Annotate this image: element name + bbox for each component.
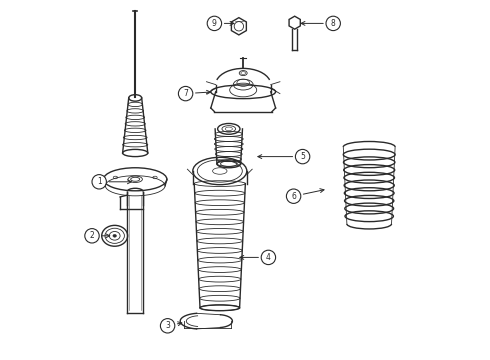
Circle shape [207, 16, 221, 31]
Text: 9: 9 [212, 19, 217, 28]
Text: 5: 5 [300, 152, 305, 161]
Circle shape [92, 175, 106, 189]
Text: 3: 3 [165, 321, 170, 330]
Circle shape [85, 229, 99, 243]
Text: 1: 1 [97, 177, 101, 186]
Circle shape [178, 86, 193, 101]
Text: 4: 4 [266, 253, 271, 262]
Text: 6: 6 [291, 192, 296, 201]
Circle shape [261, 250, 275, 265]
Text: 2: 2 [90, 231, 95, 240]
Text: 8: 8 [331, 19, 336, 28]
Circle shape [286, 189, 301, 203]
Text: 7: 7 [183, 89, 188, 98]
Circle shape [295, 149, 310, 164]
Circle shape [160, 319, 175, 333]
Ellipse shape [113, 234, 117, 237]
Circle shape [326, 16, 341, 31]
